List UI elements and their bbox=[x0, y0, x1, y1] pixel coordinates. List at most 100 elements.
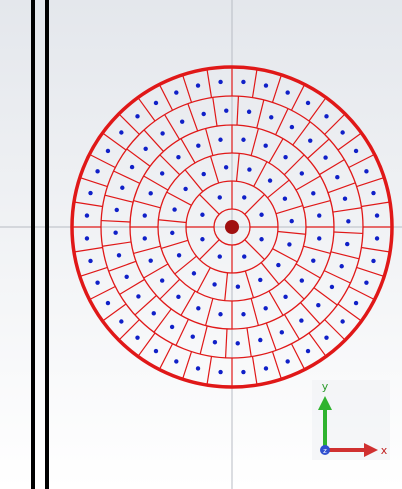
mesh-edge bbox=[268, 290, 284, 316]
mesh-edge bbox=[161, 239, 189, 250]
mesh-edge bbox=[137, 332, 156, 357]
mesh-ring bbox=[129, 124, 335, 330]
mesh-edge bbox=[104, 194, 134, 203]
mesh-node bbox=[329, 284, 335, 290]
mesh-edge bbox=[265, 322, 277, 351]
mesh-node bbox=[196, 143, 201, 148]
mesh-node bbox=[276, 262, 281, 268]
mesh-edge bbox=[308, 97, 327, 122]
mesh-edge bbox=[158, 84, 174, 111]
mesh-edge bbox=[356, 266, 385, 278]
mesh-edge bbox=[113, 170, 141, 184]
mesh-node bbox=[364, 169, 369, 174]
mesh-edge bbox=[102, 241, 132, 247]
mesh-node bbox=[129, 164, 135, 170]
mesh-node bbox=[259, 212, 264, 217]
mesh-edge bbox=[361, 246, 391, 253]
mesh-edge bbox=[283, 314, 300, 340]
mesh-node bbox=[169, 324, 175, 330]
mesh-edge bbox=[196, 267, 211, 293]
mesh-node bbox=[299, 171, 305, 176]
mesh-ring bbox=[70, 65, 394, 389]
mesh-edge bbox=[356, 176, 385, 188]
mesh-edge bbox=[337, 303, 362, 322]
mesh-edge bbox=[251, 68, 258, 98]
mesh-node bbox=[241, 137, 246, 142]
mesh-node bbox=[95, 280, 100, 285]
mesh-edge bbox=[319, 159, 345, 176]
mesh-edge bbox=[332, 207, 362, 213]
mesh-node bbox=[283, 154, 288, 160]
mesh-node bbox=[223, 165, 229, 170]
mesh-node bbox=[195, 366, 201, 371]
mesh-edge bbox=[275, 108, 289, 136]
mesh-edge bbox=[236, 96, 240, 126]
mesh-edge bbox=[246, 327, 252, 357]
mesh-node bbox=[235, 341, 240, 346]
mesh-node bbox=[374, 236, 380, 241]
mesh-node bbox=[311, 191, 316, 196]
mesh-node bbox=[305, 100, 311, 106]
mesh-edge bbox=[235, 153, 240, 182]
mesh-node bbox=[323, 155, 328, 160]
mesh-node bbox=[84, 213, 90, 218]
mesh-edge bbox=[323, 270, 351, 284]
mesh-edge bbox=[206, 356, 213, 386]
mesh-edge bbox=[209, 156, 220, 184]
mesh-node bbox=[269, 115, 274, 120]
mesh-edge bbox=[143, 129, 164, 152]
mesh-edge bbox=[307, 138, 330, 159]
mesh-edge bbox=[300, 302, 321, 325]
mesh-node bbox=[135, 114, 140, 119]
mesh-edge bbox=[159, 154, 181, 176]
mesh-ring bbox=[213, 208, 251, 246]
mesh-node bbox=[84, 236, 90, 241]
mesh-node bbox=[153, 348, 159, 354]
mesh-node bbox=[218, 79, 223, 85]
mesh-edge bbox=[101, 219, 131, 223]
mesh-node bbox=[176, 253, 182, 258]
mesh-edge bbox=[73, 201, 103, 208]
mesh-edge bbox=[277, 230, 306, 235]
mesh-edge bbox=[361, 201, 391, 208]
mesh-edge bbox=[268, 138, 284, 164]
mesh-node bbox=[218, 137, 223, 142]
mesh-node bbox=[201, 171, 206, 177]
mesh-edge bbox=[250, 128, 259, 156]
mesh-node bbox=[339, 264, 344, 269]
mesh-node bbox=[289, 124, 295, 130]
mesh-node bbox=[285, 90, 290, 95]
boundary-line bbox=[45, 0, 49, 489]
mesh-node bbox=[88, 258, 93, 264]
mesh-node bbox=[374, 213, 380, 218]
mesh-edge bbox=[184, 169, 204, 192]
mesh-edge bbox=[275, 204, 303, 215]
mesh-node bbox=[148, 258, 153, 263]
mesh-edge bbox=[181, 74, 193, 103]
mesh-node bbox=[335, 174, 340, 180]
mesh-edge bbox=[324, 319, 346, 341]
mesh-node bbox=[135, 335, 140, 340]
mesh-edge bbox=[348, 285, 375, 301]
mesh-node bbox=[159, 171, 165, 176]
mesh-edge bbox=[73, 246, 103, 253]
mesh-node bbox=[183, 186, 188, 192]
x-label: x bbox=[381, 444, 388, 457]
mesh-node bbox=[340, 319, 345, 324]
mesh-edge bbox=[205, 298, 214, 326]
mesh-node bbox=[136, 294, 141, 299]
mesh-node bbox=[190, 334, 195, 339]
mesh-node bbox=[241, 79, 246, 85]
mesh-node bbox=[212, 340, 218, 345]
mesh-node bbox=[324, 114, 329, 119]
center-node bbox=[225, 220, 239, 234]
mesh-node bbox=[371, 258, 376, 264]
mesh-edge bbox=[79, 176, 108, 188]
mesh-edge bbox=[290, 343, 306, 370]
mesh-edge bbox=[303, 245, 331, 254]
mesh-ring bbox=[100, 95, 364, 359]
mesh-edge bbox=[271, 351, 283, 380]
mesh-node bbox=[218, 369, 223, 375]
mesh-node bbox=[299, 278, 305, 283]
